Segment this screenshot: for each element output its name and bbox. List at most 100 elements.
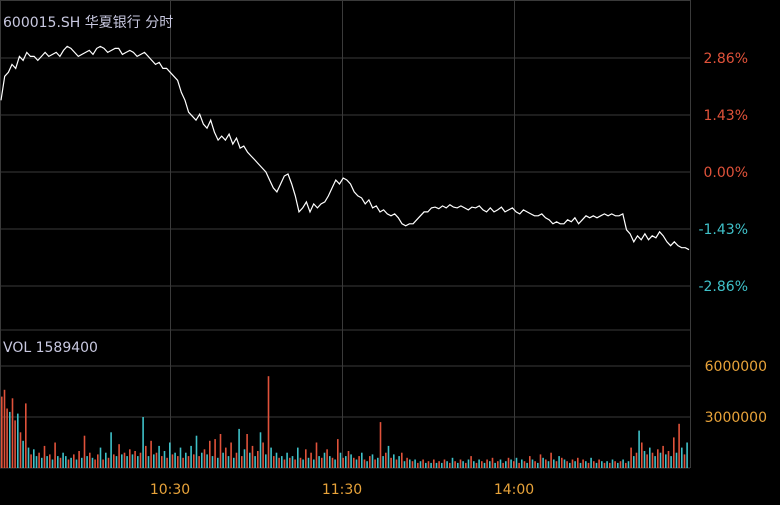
volume-bar — [19, 432, 22, 468]
volume-bar — [334, 459, 336, 468]
volume-bar — [654, 456, 656, 468]
volume-bar — [499, 459, 502, 468]
volume-bar — [681, 447, 683, 468]
volume-bar — [131, 454, 134, 468]
volume-bar — [22, 440, 24, 468]
volume-bar — [281, 456, 283, 468]
volume-bar — [531, 459, 534, 468]
volume-bar — [382, 456, 384, 468]
volume-bar — [318, 456, 320, 468]
volume-bar — [163, 451, 166, 468]
volume-bar — [321, 457, 323, 468]
volume-bar — [611, 459, 614, 468]
volume-bar — [505, 461, 507, 468]
volume-bar — [614, 461, 616, 468]
volume-bar — [345, 456, 347, 468]
volume-bar — [145, 445, 147, 468]
volume-bar — [81, 457, 83, 468]
volume-bar — [558, 456, 560, 468]
volume-bar — [113, 454, 115, 468]
volume-bar — [561, 457, 563, 468]
volume-bar — [99, 447, 102, 468]
volume-bar — [601, 461, 603, 468]
volume-bar — [542, 457, 544, 468]
chart-title: 600015.SH 华夏银行 分时 — [3, 15, 173, 31]
volume-bar — [323, 452, 326, 468]
volume-bar — [521, 459, 523, 468]
volume-bar — [526, 462, 528, 468]
volume-bar — [539, 454, 542, 468]
volume-bar — [590, 457, 592, 468]
volume-bar — [195, 435, 198, 468]
volume-bar — [414, 459, 416, 468]
time-tick-label: 14:00 — [494, 482, 534, 498]
volume-bar — [486, 459, 488, 468]
volume-bar — [441, 462, 443, 468]
volume-bar — [134, 451, 136, 468]
volume-bar — [385, 452, 387, 468]
volume-title: VOL 1589400 — [3, 340, 98, 356]
volume-bar — [534, 461, 536, 468]
volume-bar — [139, 452, 142, 468]
volume-bar — [683, 454, 686, 468]
volume-bar — [315, 442, 318, 468]
volume-bar — [595, 462, 598, 468]
volume-bar — [651, 452, 654, 468]
volume-bar — [259, 432, 262, 468]
volume-bar — [433, 459, 435, 468]
volume-bar — [686, 442, 688, 468]
volume-bar — [545, 459, 547, 468]
volume-bar — [257, 451, 259, 468]
volume-bar — [166, 457, 168, 468]
volume-bar — [249, 452, 251, 468]
volume-bar — [107, 457, 110, 468]
volume-bar — [363, 459, 366, 468]
volume-bar — [625, 462, 627, 468]
volume-bar — [14, 420, 16, 468]
volume-bar — [438, 461, 440, 468]
volume-bar — [121, 454, 123, 468]
volume-bar — [507, 457, 510, 468]
volume-bar — [126, 456, 128, 468]
volume-bar — [574, 461, 576, 468]
volume-bar — [227, 456, 230, 468]
volume-bar — [142, 417, 144, 468]
volume-bar — [185, 452, 187, 468]
volume-bar — [446, 461, 448, 468]
volume-bar — [171, 454, 174, 468]
volume-bar — [147, 456, 150, 468]
volume-bar — [211, 456, 214, 468]
volume-bar — [305, 449, 307, 468]
volume-bar — [115, 456, 118, 468]
volume-bar — [299, 457, 302, 468]
price-tick-label: 2.86% — [704, 51, 748, 67]
volume-bar — [609, 462, 611, 468]
volume-bar — [457, 462, 459, 468]
volume-bar — [54, 442, 56, 468]
price-axis-labels: 2.86% 1.43% 0.00% -1.43% -2.86% — [698, 51, 748, 295]
volume-bar — [435, 462, 438, 468]
volume-bar — [86, 456, 88, 468]
volume-bar — [179, 447, 182, 468]
time-tick-label: 10:30 — [150, 482, 190, 498]
volume-bar — [350, 454, 352, 468]
volume-bar — [289, 457, 291, 468]
volume-bar — [67, 459, 70, 468]
volume-bar — [33, 449, 35, 468]
volume-bar — [371, 454, 374, 468]
volume-bar — [129, 449, 131, 468]
volume-bar — [286, 452, 288, 468]
volume-bar — [667, 451, 670, 468]
volume-bar — [523, 461, 526, 468]
volume-bar — [409, 459, 411, 468]
volume-bar — [353, 457, 355, 468]
volume-bar — [123, 452, 126, 468]
volume-bar — [569, 462, 571, 468]
volume-bar — [182, 457, 184, 468]
volume-bar — [43, 445, 46, 468]
volume-bar — [25, 403, 27, 468]
volume-bar — [307, 457, 310, 468]
volume-bar — [177, 456, 179, 468]
volume-bar — [515, 457, 518, 468]
